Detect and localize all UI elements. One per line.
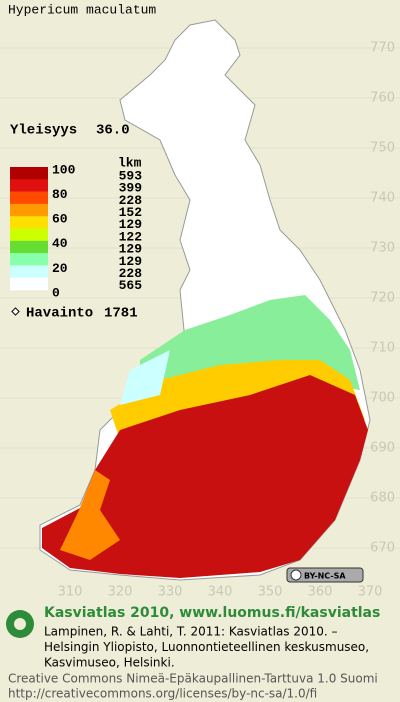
legend-count: 593 (119, 168, 143, 183)
legend-count: 399 (119, 181, 143, 196)
legend-count: 122 (119, 229, 143, 244)
species-title: Hypericum maculatum (8, 2, 156, 17)
legend-band (10, 179, 48, 192)
y-axis-label: 690 (370, 441, 395, 456)
y-axis-label: 700 (370, 391, 395, 406)
footer-heading: Kasviatlas 2010, www.luomus.fi/kasviatla… (44, 605, 380, 621)
legend-scale-label: 0 (52, 285, 60, 300)
legend-band (10, 203, 48, 217)
x-axis-label: 320 (108, 585, 133, 600)
legend-scale-label: 40 (52, 236, 68, 251)
legend-band (10, 167, 48, 180)
legend-band (10, 191, 48, 205)
y-axis-label: 770 (370, 41, 395, 56)
cyan-zone (120, 350, 170, 405)
legend-band (10, 228, 48, 242)
legend-band (10, 216, 48, 229)
legend-count: 565 (119, 278, 143, 293)
y-axis-label: 680 (370, 491, 395, 506)
x-axis-label: 330 (158, 585, 183, 600)
y-axis-label: 670 (370, 541, 395, 556)
y-axis-label: 740 (370, 191, 395, 206)
badge-text: BY-NC-SA (304, 572, 346, 581)
y-axis-label: 730 (370, 241, 395, 256)
finland-map (39, 19, 371, 581)
legend-count: 129 (119, 242, 143, 257)
badge-icon (290, 569, 302, 581)
frequency-label: Yleisyys (10, 123, 77, 139)
frequency-value: 36.0 (96, 123, 130, 139)
x-axis-label: 350 (258, 585, 283, 600)
license-line: Creative Commons Nimeä-Epäkaupallinen-Ta… (8, 672, 378, 686)
license-line: http://creativecommons.org/licenses/by-n… (8, 687, 317, 701)
y-axis-label: 710 (370, 341, 395, 356)
citation-line: Kasvimuseo, Helsinki. (44, 656, 175, 670)
count-header: lkm (118, 155, 142, 170)
x-axis-label: 340 (208, 585, 233, 600)
orange-zone (60, 470, 120, 560)
x-axis-label: 370 (358, 585, 383, 600)
license-badge: BY-NC-SA (286, 567, 364, 583)
legend-scale-label: 100 (52, 162, 76, 177)
y-axis-label: 720 (370, 291, 395, 306)
observations-value: 1781 (104, 306, 138, 322)
red-zone (42, 375, 368, 578)
y-axis-label: 750 (370, 141, 395, 156)
legend-band (10, 265, 48, 278)
legend-scale-label: 80 (52, 187, 68, 202)
x-axis-label: 360 (308, 585, 333, 600)
citation-line: Lampinen, R. & Lahti, T. 2011: Kasviatla… (44, 625, 338, 639)
y-axis-label: 760 (370, 91, 395, 106)
citation-line: Helsingin Yliopisto, Luonnontieteellinen… (44, 640, 369, 654)
legend-count: 129 (119, 254, 143, 269)
logo-center (14, 618, 26, 630)
x-axis-label: 310 (58, 585, 83, 600)
logo (6, 610, 34, 638)
legend-count: 129 (119, 217, 143, 232)
observations-label: Havainto (26, 306, 93, 322)
legend-scale-label: 60 (52, 212, 68, 227)
badge-box (286, 567, 364, 583)
legend-count: 228 (119, 193, 143, 208)
legend-band (10, 240, 48, 254)
legend-count: 152 (119, 205, 143, 220)
legend-scale-label: 20 (52, 261, 68, 276)
legend-count: 228 (119, 266, 143, 281)
observation-symbol (11, 307, 20, 316)
legend-band (10, 253, 48, 266)
legend-band (10, 277, 48, 291)
